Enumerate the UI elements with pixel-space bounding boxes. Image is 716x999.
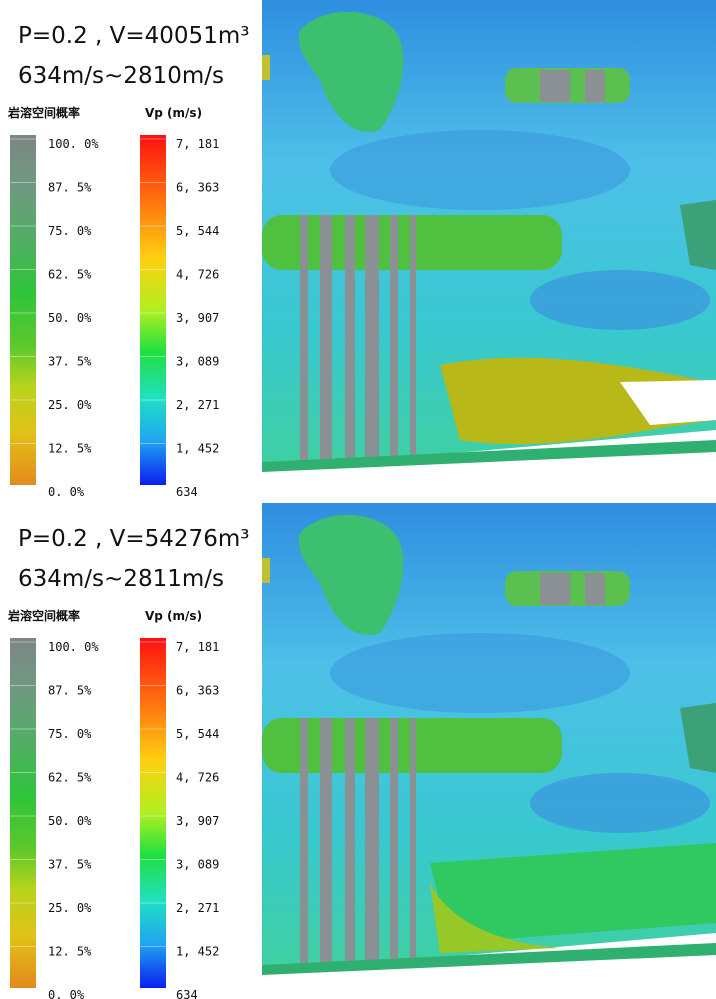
legend-label: 0. 0% [48,988,85,999]
legend-label: 2, 271 [176,398,219,412]
legend-label: 37. 5% [48,355,92,369]
legend-label: 0. 0% [48,485,85,499]
legend-label: 634 [176,485,198,499]
color-bar [140,638,166,988]
legend-label: 4, 726 [176,268,219,282]
velocity-range: 634m/s~2810m/s [18,63,224,89]
legend-label: 50. 0% [48,814,92,828]
legend-label: 4, 726 [176,771,219,785]
legend-label: 5, 544 [176,224,219,238]
legend-label: 7, 181 [176,137,219,151]
legend-title: Vp (m/s) [145,609,202,623]
legend-title: 岩溶空间概率 [7,105,80,120]
panel-title: P=0.2 , V=40051m³ [18,23,249,49]
legend-label: 3, 089 [176,355,219,369]
color-bar [140,135,166,485]
legend-label: 100. 0% [48,137,99,151]
legend-label: 3, 907 [176,311,219,325]
legend-label: 50. 0% [48,311,92,325]
color-bar [10,638,36,988]
legend-label: 75. 0% [48,727,92,741]
legend-label: 87. 5% [48,684,92,698]
legend-label: 12. 5% [48,945,92,959]
legend-label: 3, 907 [176,814,219,828]
velocity-range: 634m/s~2811m/s [18,566,224,592]
legend-title: Vp (m/s) [145,106,202,120]
legend-label: 25. 0% [48,901,92,915]
panel-title: P=0.2 , V=54276m³ [18,526,249,552]
legend-label: 7, 181 [176,640,219,654]
legend-label: 6, 363 [176,181,219,195]
legend-label: 6, 363 [176,684,219,698]
legend-label: 1, 452 [176,442,219,456]
legend-label: 634 [176,988,198,999]
legend-label: 3, 089 [176,858,219,872]
panel-2-render [262,503,716,975]
figure: P=0.2 , V=40051m³ 634m/s~2810m/s 岩溶空间概率 100… [0,0,716,999]
legend-label: 87. 5% [48,181,92,195]
legend-label: 1, 452 [176,945,219,959]
color-bar [10,135,36,485]
legend-label: 2, 271 [176,901,219,915]
legend-label: 62. 5% [48,771,92,785]
legend-label: 25. 0% [48,398,92,412]
legend-label: 62. 5% [48,268,92,282]
legend-label: 5, 544 [176,727,219,741]
legend-title: 岩溶空间概率 [7,608,80,623]
legend-label: 37. 5% [48,858,92,872]
panel-1-render [262,0,716,472]
legend-label: 100. 0% [48,640,99,654]
legend-label: 75. 0% [48,224,92,238]
legend-label: 12. 5% [48,442,92,456]
